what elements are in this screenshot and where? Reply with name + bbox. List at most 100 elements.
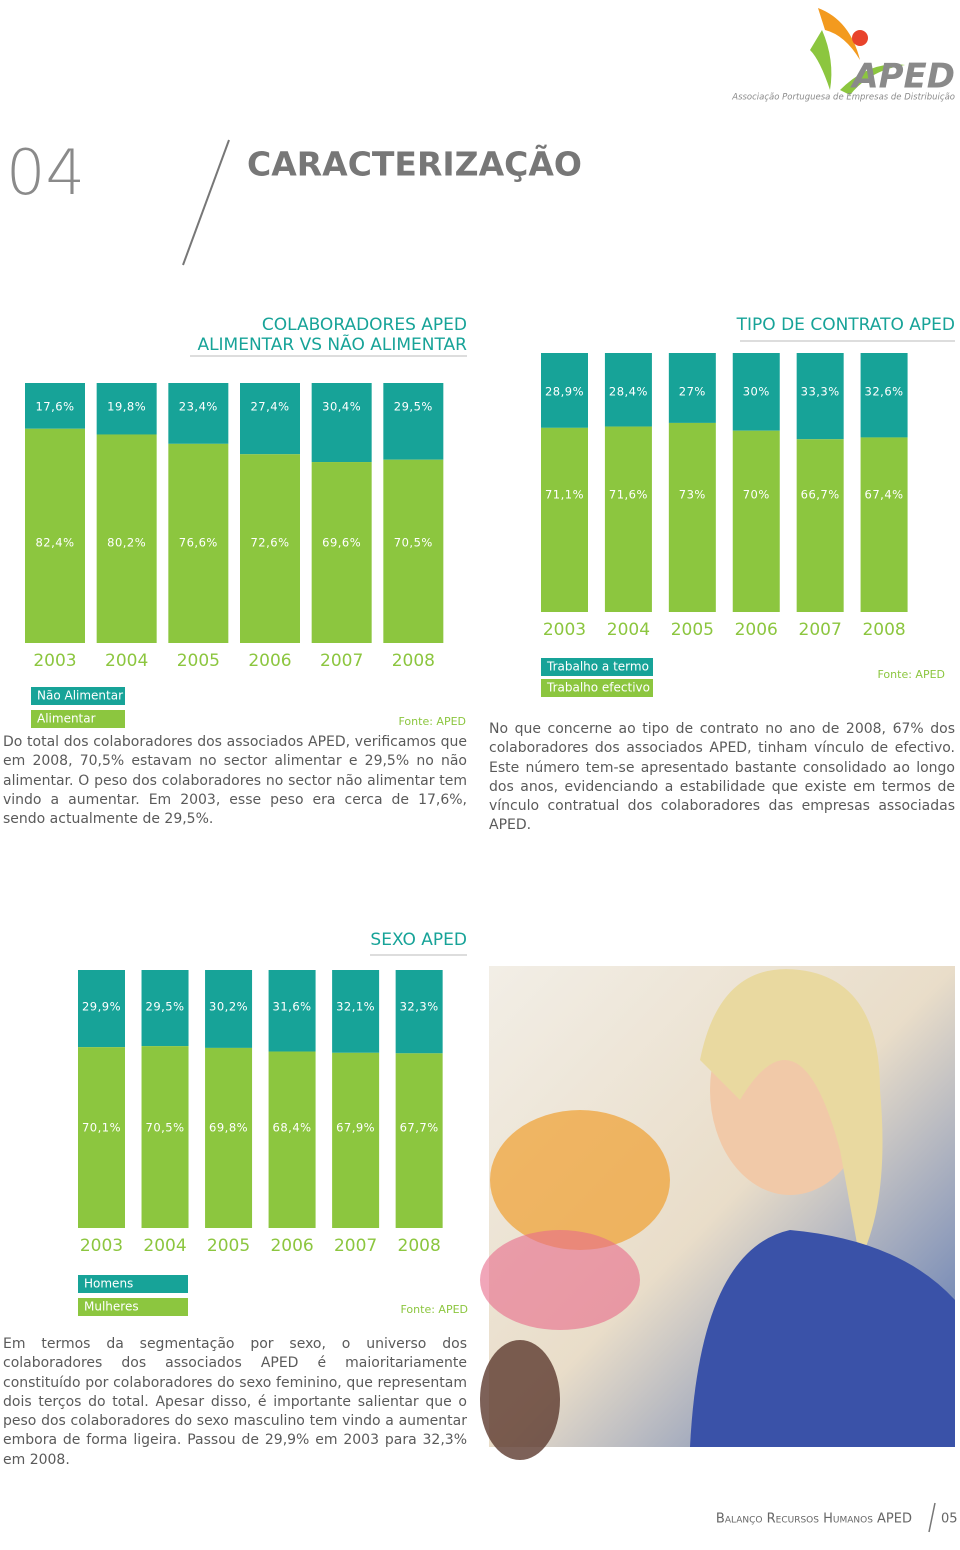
value-label: 19,8% xyxy=(107,400,146,414)
bar-segment xyxy=(604,353,652,427)
legend-swatch xyxy=(78,1298,188,1316)
value-label: 70,5% xyxy=(146,1121,185,1135)
bar-segment xyxy=(860,353,908,438)
photo xyxy=(480,966,955,1460)
bar-segment xyxy=(796,439,844,612)
value-label: 17,6% xyxy=(35,400,74,414)
logo-mark xyxy=(810,8,905,95)
bar-segment xyxy=(205,1047,253,1228)
value-label: 30% xyxy=(743,385,770,399)
section-title: CARACTERIZAÇÃO xyxy=(247,144,582,184)
value-label: 27% xyxy=(679,385,706,399)
value-label: 28,4% xyxy=(609,385,648,399)
value-label: 71,1% xyxy=(545,488,584,502)
bar-segment xyxy=(732,430,780,612)
value-label: 69,6% xyxy=(322,536,361,550)
legend-label: Trabalho efectivo xyxy=(546,681,650,695)
source-note: Fonte: APED xyxy=(399,715,467,728)
section-number: 04 xyxy=(6,136,85,209)
value-label: 29,5% xyxy=(394,400,433,414)
bar-segment xyxy=(604,426,652,612)
footer-text: Balanço Recursos Humanos APED xyxy=(716,1512,912,1527)
x-tick-label: 2005 xyxy=(671,620,714,640)
source-note: Fonte: APED xyxy=(878,668,946,681)
x-tick-label: 2005 xyxy=(177,651,220,671)
bar-segment xyxy=(541,353,588,428)
chart-title: SEXO APED xyxy=(370,930,467,950)
logo-tagline: Associação Portuguesa de Empresas de Dis… xyxy=(731,93,955,103)
value-label: 76,6% xyxy=(179,536,218,550)
bar-segment xyxy=(541,427,588,612)
source-note: Fonte: APED xyxy=(401,1303,469,1316)
bar-segment xyxy=(25,428,85,643)
x-tick-label: 2006 xyxy=(270,1236,313,1256)
bar-segment xyxy=(168,443,229,643)
value-label: 29,9% xyxy=(82,1000,121,1014)
bar-segment xyxy=(141,970,189,1047)
x-tick-label: 2003 xyxy=(80,1236,123,1256)
value-label: 67,7% xyxy=(400,1121,439,1135)
value-label: 32,6% xyxy=(865,385,904,399)
bar-segment xyxy=(732,353,780,431)
value-label: 82,4% xyxy=(35,536,74,550)
legend-label: Trabalho a termo xyxy=(546,660,649,674)
value-label: 31,6% xyxy=(273,1000,312,1014)
bar-segment xyxy=(311,462,372,643)
x-tick-label: 2004 xyxy=(143,1236,186,1256)
x-tick-label: 2003 xyxy=(543,620,586,640)
bar-segment xyxy=(205,970,253,1048)
bar-segment xyxy=(332,970,380,1053)
value-label: 70,1% xyxy=(82,1121,121,1135)
bar-segment xyxy=(332,1052,380,1228)
bar-segment xyxy=(668,422,716,612)
bar-segment xyxy=(268,970,316,1052)
paragraph: Em termos da segmentação por sexo, o uni… xyxy=(3,1336,467,1468)
x-tick-label: 2005 xyxy=(207,1236,250,1256)
bar-segment xyxy=(168,383,229,444)
bar-segment xyxy=(383,459,444,643)
paragraph: No que concerne ao tipo de contrato no a… xyxy=(489,721,955,834)
bar-segment xyxy=(96,434,157,643)
bar-segment xyxy=(240,383,300,455)
bar-segment xyxy=(78,1047,125,1228)
value-label: 32,3% xyxy=(400,1000,439,1014)
value-label: 30,2% xyxy=(209,1000,248,1014)
value-label: 23,4% xyxy=(179,400,218,414)
value-label: 66,7% xyxy=(801,488,840,502)
value-label: 80,2% xyxy=(107,536,146,550)
value-label: 69,8% xyxy=(209,1121,248,1135)
value-label: 67,9% xyxy=(336,1121,375,1135)
value-label: 67,4% xyxy=(865,488,904,502)
legend-label: Mulheres xyxy=(84,1300,139,1314)
value-label: 33,3% xyxy=(801,385,840,399)
x-tick-label: 2006 xyxy=(248,651,291,671)
value-label: 73% xyxy=(679,488,706,502)
bar-segment xyxy=(78,970,125,1048)
value-label: 32,1% xyxy=(336,1000,375,1014)
legend-label: Homens xyxy=(84,1277,133,1291)
value-label: 71,6% xyxy=(609,488,648,502)
legend-swatch xyxy=(31,710,125,728)
x-tick-label: 2006 xyxy=(735,620,778,640)
legend-label: Alimentar xyxy=(37,712,96,726)
value-label: 70,5% xyxy=(394,536,433,550)
bar-segment xyxy=(395,1053,443,1228)
chart-title: COLABORADORES APED ALIMENTAR VS NÃO ALIM… xyxy=(197,315,467,355)
logo-text: APED xyxy=(849,57,955,97)
bar-segment xyxy=(668,353,716,423)
legend-swatch xyxy=(78,1275,188,1293)
bar-segment xyxy=(395,970,443,1054)
value-label: 70% xyxy=(743,488,770,502)
legend-swatch xyxy=(541,658,653,676)
legend-label: Não Alimentar xyxy=(37,689,123,703)
paragraph: Do total dos colaboradores dos associado… xyxy=(3,734,467,828)
section-divider xyxy=(182,139,230,266)
bar-segment xyxy=(268,1051,316,1228)
chart-title: TIPO DE CONTRATO APED xyxy=(736,315,955,335)
bar-segment xyxy=(141,1046,189,1228)
x-tick-label: 2003 xyxy=(33,651,76,671)
bar-segment xyxy=(796,353,844,440)
bar-segment xyxy=(860,437,908,612)
x-tick-label: 2008 xyxy=(398,1236,441,1256)
